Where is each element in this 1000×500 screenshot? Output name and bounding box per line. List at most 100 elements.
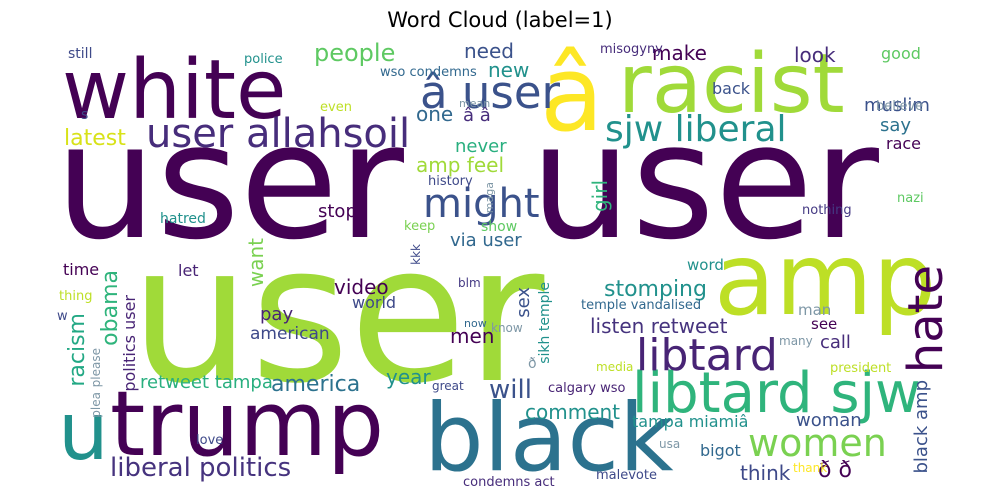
cloud-word: new [488,58,530,82]
cloud-word: pay [260,304,294,325]
cloud-word: still [68,46,93,62]
cloud-word: sjw liberal [605,109,787,150]
cloud-word: u [58,385,109,478]
cloud-word: never [455,136,507,157]
cloud-word: hate [898,265,954,374]
cloud-word: president [830,361,892,376]
cloud-word: world [352,293,397,312]
cloud-word: tampa miamiâ [632,412,749,431]
cloud-word: wso condemns [380,65,477,80]
cloud-word: many [779,334,813,348]
cloud-word: â [540,33,604,155]
cloud-word: latest [64,126,126,151]
cloud-word: girl [588,180,612,213]
cloud-word: know [491,321,523,335]
cloud-word: kkk [409,244,423,265]
cloud-word: usa [659,437,681,451]
cloud-word: â user [420,66,561,119]
cloud-word: men [450,324,495,348]
cloud-word: stomping [604,277,707,302]
cloud-word: maga [483,182,496,214]
cloud-word: bigot [700,441,741,460]
cloud-word: libtard sjw [632,361,921,426]
cloud-word: stop [318,201,357,222]
cloud-word: retweet tampa [140,372,273,393]
cloud-word: show [481,219,518,235]
cloud-word: hatred [160,211,206,227]
cloud-word: white [62,43,287,138]
cloud-word: good [881,44,921,63]
cloud-word: will [489,375,532,405]
cloud-word: libtard [636,330,778,381]
cloud-word: nazi [897,191,924,206]
cloud-word: say [880,115,912,136]
cloud-word: even [320,100,352,115]
cloud-word: sex [513,287,534,318]
cloud-word: american [250,324,330,344]
cloud-word: amp [714,221,937,338]
cloud-word: mean [459,97,491,110]
cloud-word: one [416,102,454,126]
cloud-word: via user [450,230,522,251]
cloud-word: politics user [120,295,139,392]
cloud-word: user [130,204,545,425]
cloud-word: history [428,174,473,189]
cloud-word: ð ð [818,458,852,483]
cloud-word: user allahsoil [146,111,411,157]
cloud-word: media [596,360,634,374]
cloud-word: calgary wso [548,381,626,396]
cloud-word: trump [110,372,385,477]
cloud-word: women [748,421,887,465]
cloud-word: user [530,88,879,275]
cloud-word: need [464,39,514,63]
cloud-word: black amp [911,380,932,474]
cloud-word: police [244,52,283,67]
cloud-word: â â [463,105,491,126]
cloud-word: racism [65,313,90,387]
cloud-word: word [687,256,724,274]
cloud-word: s [81,107,89,123]
cloud-word: let [178,261,199,280]
cloud-word: condemns act [463,475,555,490]
cloud-word: look [794,43,836,67]
cloud-word: liberal politics [110,453,292,483]
cloud-word: race [886,134,922,153]
cloud-word: year [386,365,431,389]
cloud-word: plea [89,392,103,418]
cloud-word: man [798,301,832,319]
cloud-word: racist [618,37,845,132]
cloud-word: want [244,238,268,288]
cloud-word: make [652,41,707,65]
cloud-word: great [432,379,464,393]
cloud-word: thing [59,289,93,304]
cloud-word: nothing [802,203,852,218]
cloud-word: obama [98,270,123,346]
cloud-word: now [464,317,487,330]
cloud-word: sikh temple [537,282,553,364]
cloud-word: back [712,79,751,98]
cloud-word: user [55,88,404,275]
cloud-word: black [424,384,674,493]
cloud-word: might [423,181,540,227]
cloud-word: believe [876,99,924,114]
cloud-word: woman [796,410,862,431]
cloud-word: please [89,348,103,388]
cloud-word: america [271,372,361,397]
cloud-word: thank [793,461,828,475]
cloud-word: malevote [596,468,657,483]
cloud-word: ð [528,356,537,372]
cloud-word: see [811,315,838,333]
chart-title: Word Cloud (label=1) [387,8,613,32]
cloud-word: people [314,39,396,67]
cloud-word: think [740,461,791,485]
cloud-word: blm [458,276,481,290]
cloud-word: time [63,260,100,279]
cloud-word: temple vandalised [581,298,702,313]
cloud-word: amp feel [416,153,504,177]
cloud-word: call [820,332,851,353]
cloud-word: misogyny [600,42,663,57]
cloud-word: keep [404,219,436,234]
cloud-word: video [334,275,389,299]
cloud-word: listen retweet [590,314,728,338]
cloud-word: w [57,309,68,324]
